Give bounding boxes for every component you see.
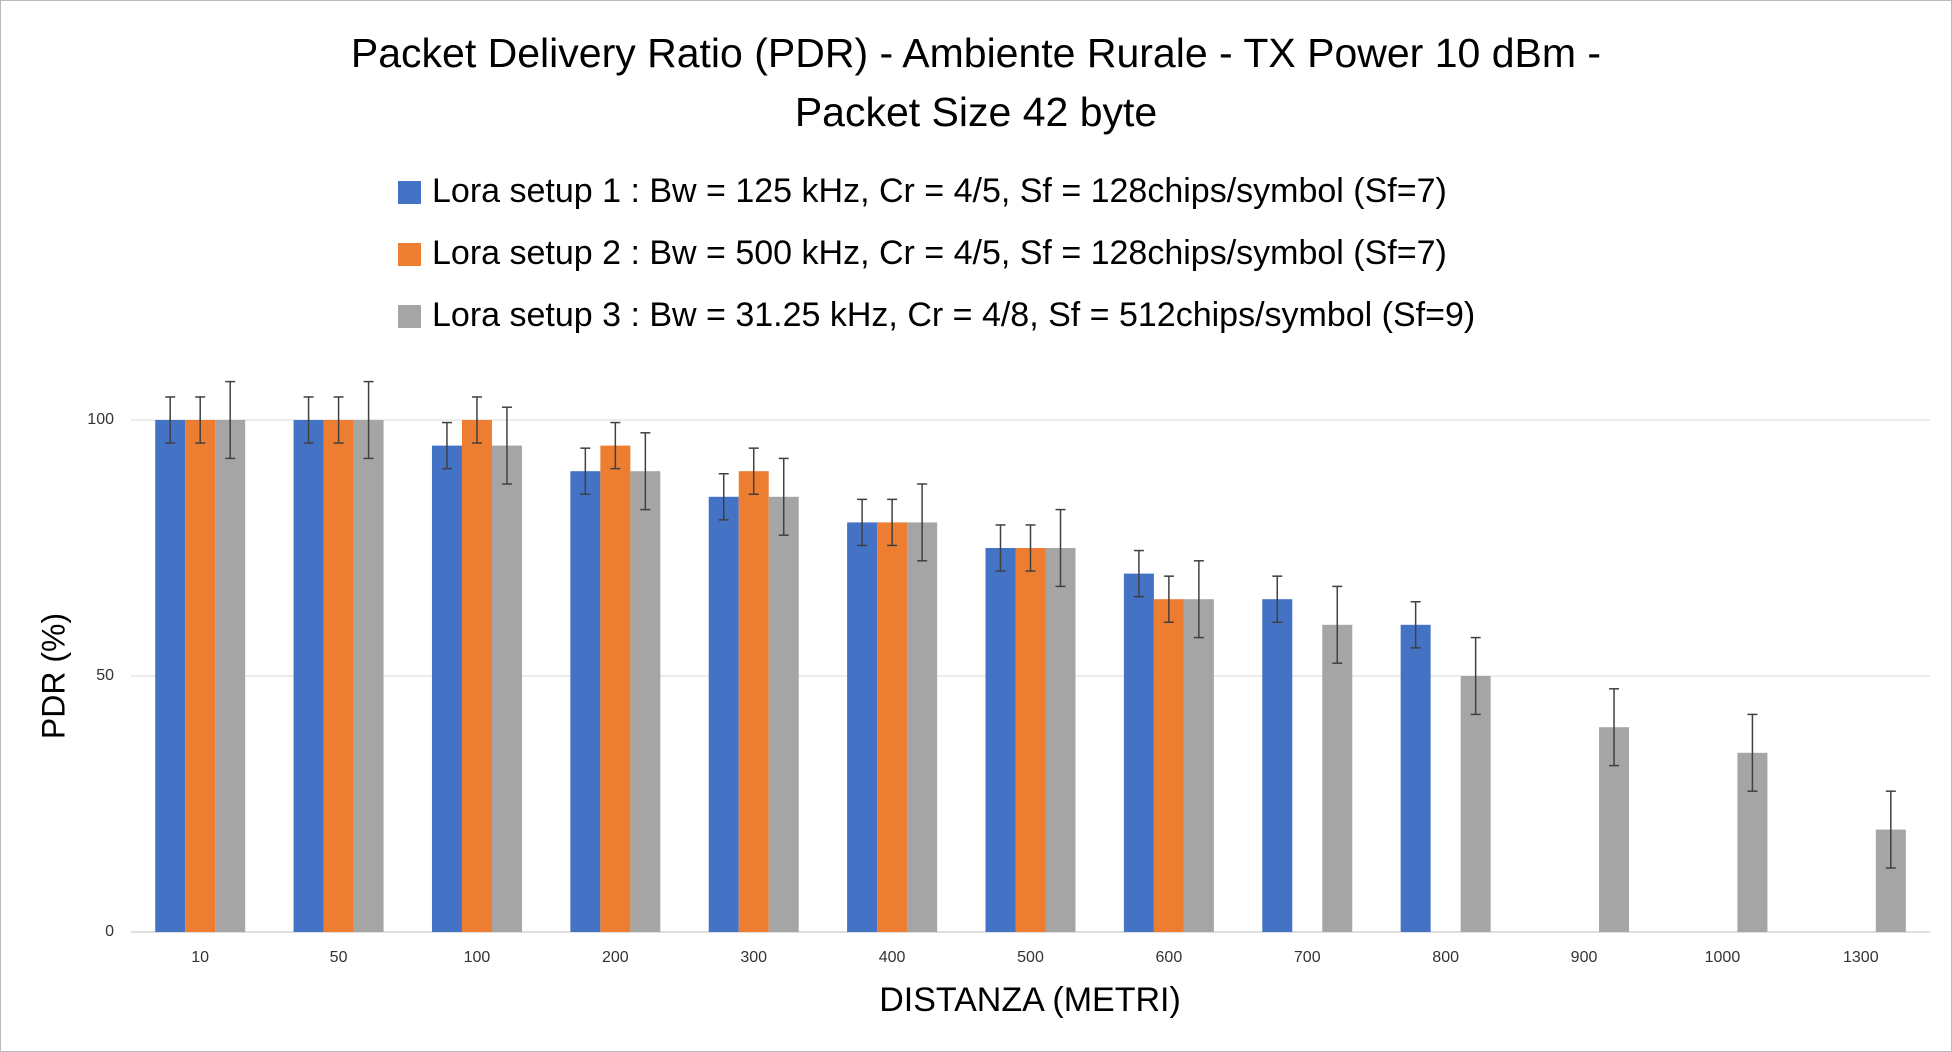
x-tick-label: 200 [602,949,629,966]
chart-title: Packet Size 42 byte [795,89,1157,135]
error-bar [1885,790,1896,869]
error-bar [580,447,591,495]
error-bar [471,396,482,444]
error-bar [778,457,789,536]
error-bar [1025,524,1036,572]
bar [630,471,661,932]
legend-label: Lora setup 1 : Bw = 125 kHz, Cr = 4/5, S… [432,172,1447,210]
bar [847,522,878,932]
x-tick-label: 400 [879,949,906,966]
error-bar [1133,549,1144,598]
bar [907,522,938,932]
x-tick-label: 1300 [1843,949,1879,966]
bar [768,496,799,932]
bar [431,445,462,932]
error-bar [917,483,928,562]
error-bar [333,396,344,444]
legend-label: Lora setup 2 : Bw = 500 kHz, Cr = 4/5, S… [432,234,1447,272]
y-tick-label: 50 [96,667,114,684]
bar [985,548,1016,932]
x-tick-label: 500 [1017,949,1044,966]
error-bar [165,396,176,444]
bar [185,420,216,932]
error-bar [1272,575,1283,623]
bar [1015,548,1046,932]
x-tick-label: 50 [330,949,348,966]
error-bar [887,498,898,547]
error-bar [195,396,206,444]
bar [215,420,246,932]
bar [877,522,908,932]
error-bar [1470,636,1481,716]
x-tick-label: 1000 [1705,949,1741,966]
x-tick-label: 10 [191,949,209,966]
legend-swatch [398,243,421,266]
bar [600,445,631,932]
error-bar [1193,560,1204,639]
error-bar [501,406,512,485]
error-bar [610,421,621,470]
legend-swatch [398,305,421,328]
x-tick-label: 100 [464,949,491,966]
bar [1460,676,1491,932]
error-bar [303,396,314,444]
chart-title: Packet Delivery Ratio (PDR) - Ambiente R… [351,30,1601,76]
error-bar [1332,585,1343,664]
bar [293,420,324,932]
bar [1153,599,1184,932]
bar [1123,573,1154,932]
bar [570,471,601,932]
legend-label: Lora setup 3 : Bw = 31.25 kHz, Cr = 4/8,… [432,296,1475,334]
error-bar [1055,508,1066,588]
error-bar [995,524,1006,572]
bar [353,420,384,932]
error-bar [857,498,868,547]
bar [461,420,492,932]
error-bar [1609,688,1620,767]
error-bar [1410,601,1421,649]
bar [1183,599,1214,932]
error-bar [640,432,651,511]
x-tick-label: 300 [740,949,767,966]
error-bar [1747,713,1758,792]
bar [155,420,186,932]
bar [708,496,739,932]
legend-swatch [398,181,421,204]
x-tick-label: 800 [1432,949,1459,966]
x-tick-label: 600 [1156,949,1183,966]
x-axis-title: DISTANZA (METRI) [879,981,1181,1019]
error-bar [363,380,374,460]
error-bar [1163,575,1174,623]
bar [1045,548,1076,932]
error-bar [441,421,452,470]
bar [491,445,522,932]
y-axis-title: PDR (%) [35,613,71,739]
bar [1262,599,1293,932]
bar [323,420,354,932]
bar [1400,624,1431,932]
y-tick-label: 100 [87,411,114,428]
bar [738,471,769,932]
y-tick-label: 0 [105,923,114,940]
x-tick-label: 900 [1571,949,1598,966]
error-bar [225,380,236,460]
bar [1322,624,1353,932]
error-bar [748,447,759,495]
x-tick-label: 700 [1294,949,1321,966]
error-bar [718,473,729,521]
